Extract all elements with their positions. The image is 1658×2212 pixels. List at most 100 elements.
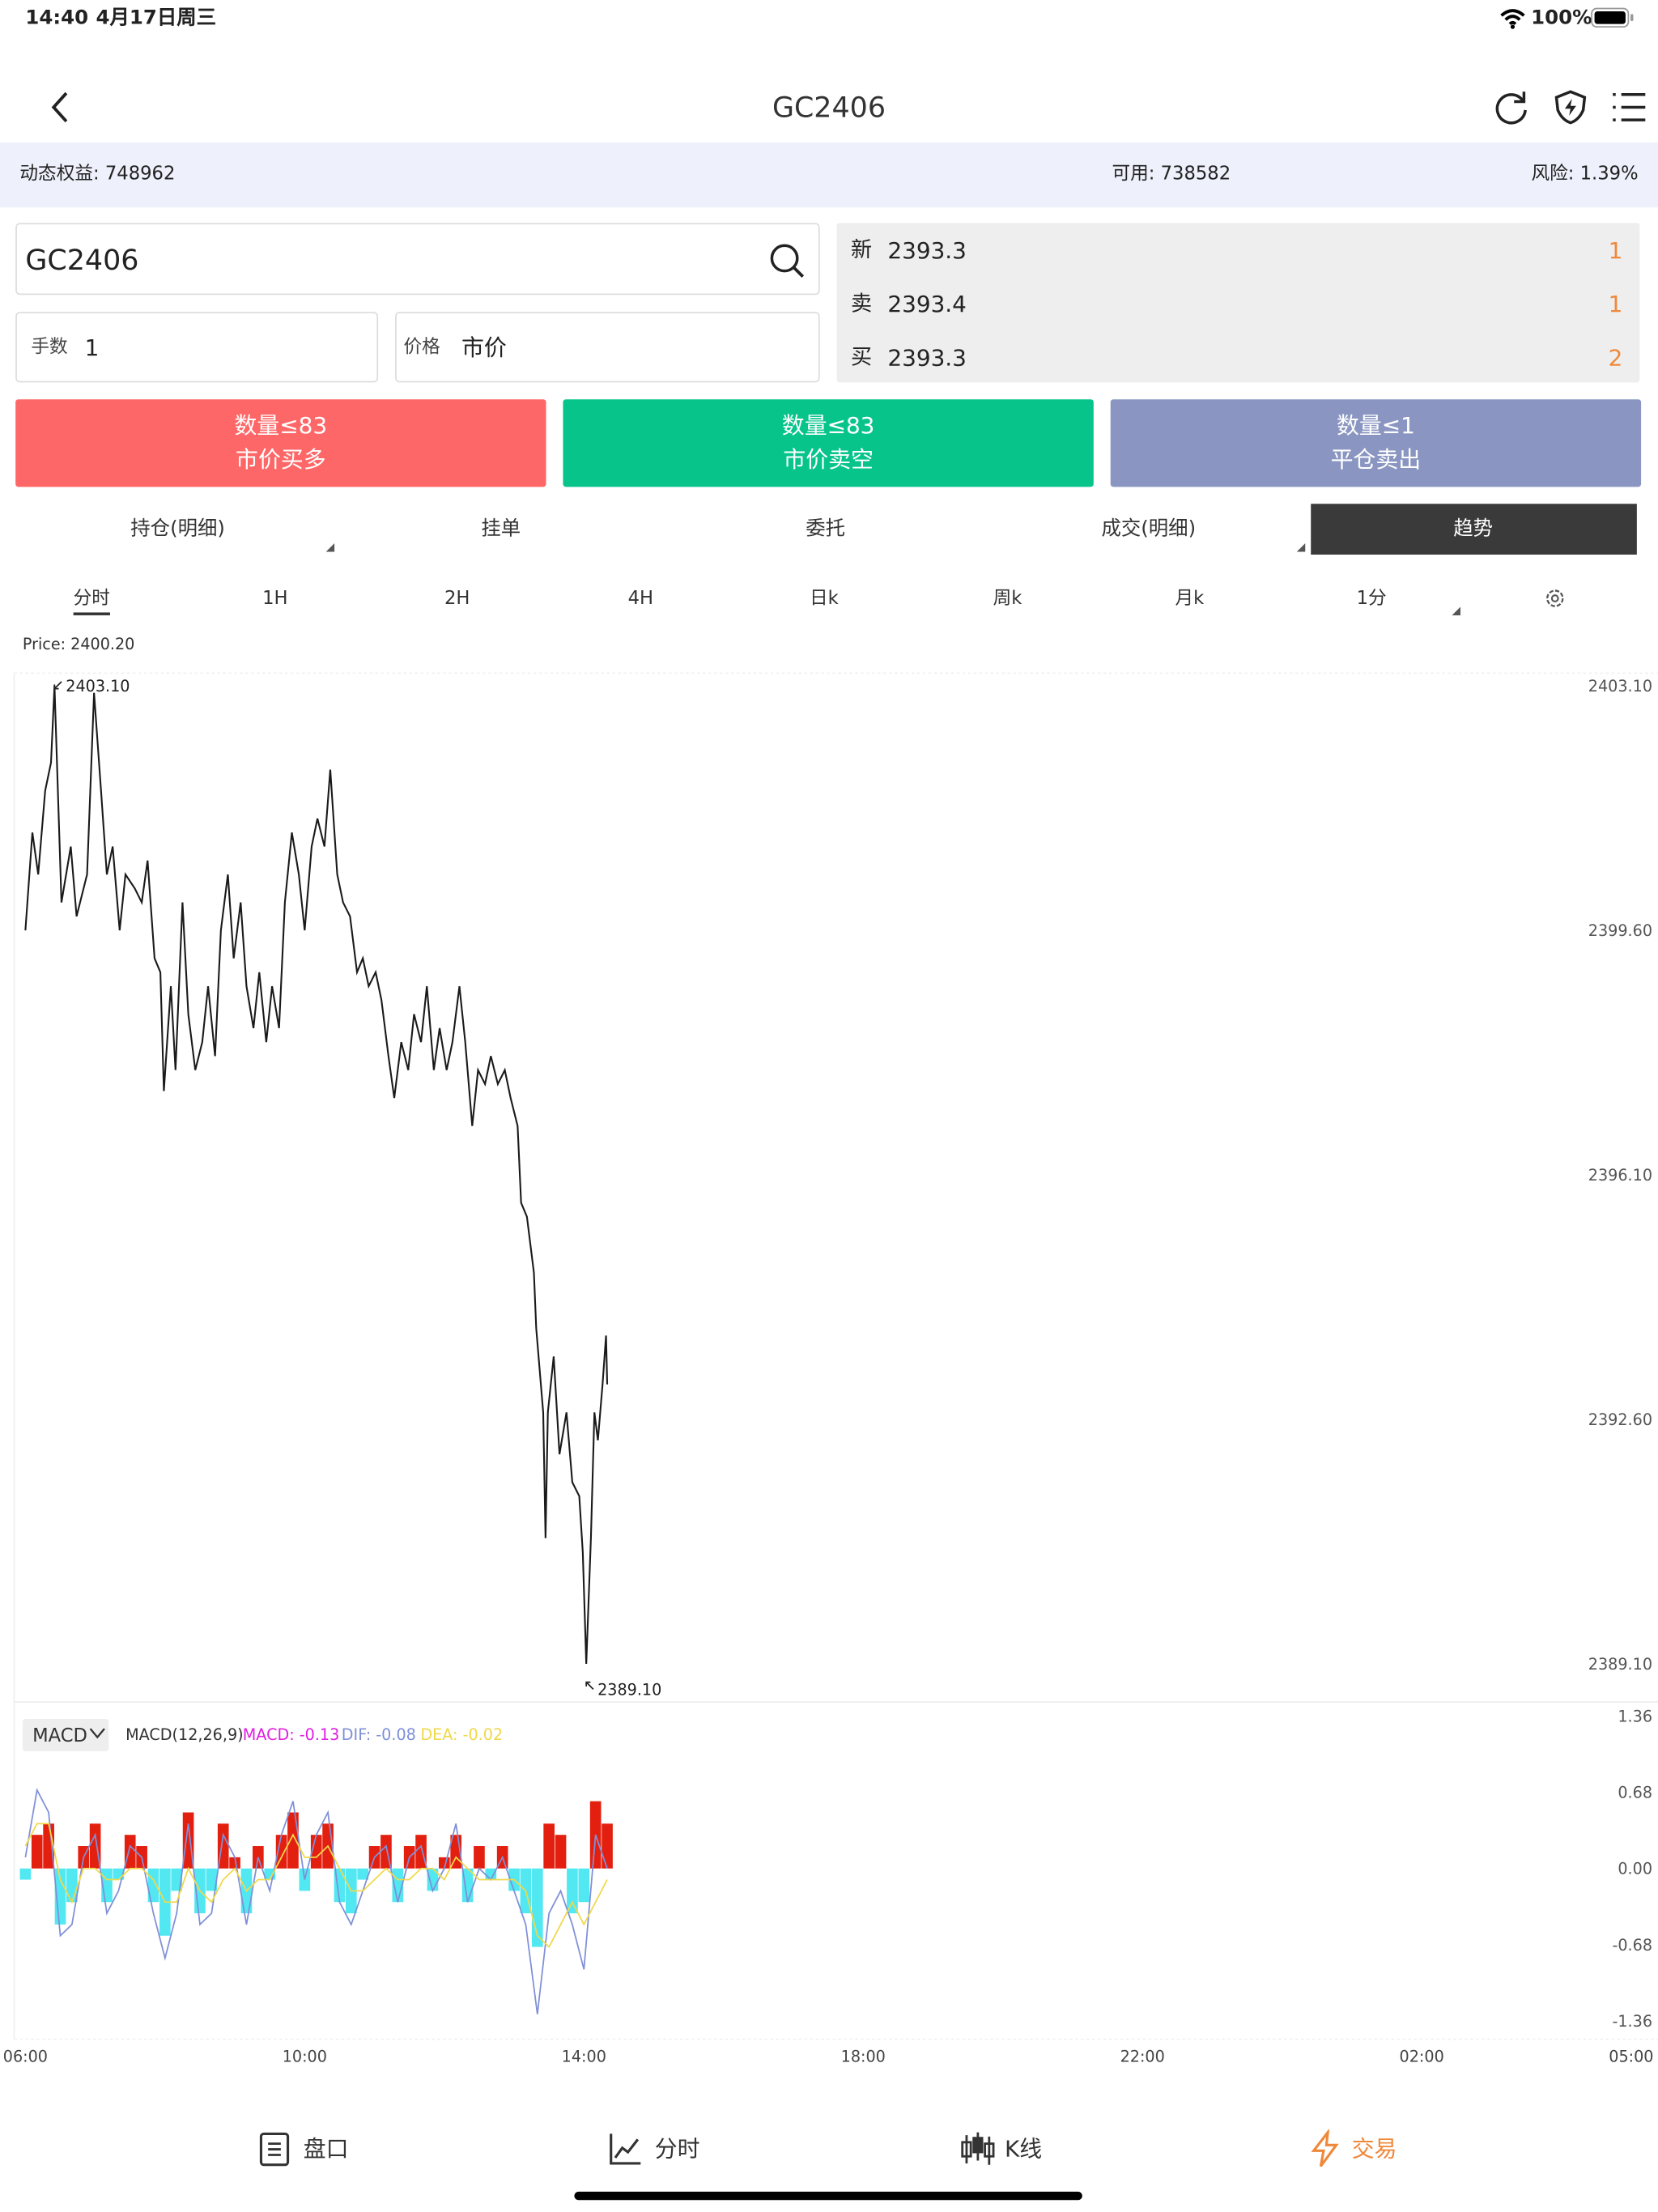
x-tick-label: 06:00 [3,2047,48,2065]
quote-volume: 1 [1608,236,1623,264]
quote-panel [836,223,1640,383]
macd-bar [543,1823,555,1869]
menu-button[interactable] [1610,91,1647,125]
y-tick-label: 2392.60 [1588,1410,1652,1429]
macd-bar [602,1823,613,1869]
quote-price: 2393.3 [887,236,967,264]
account-bar [0,143,1658,208]
nav-item[interactable]: 盘口 [303,2135,349,2163]
legend-entry: DIF: -0.08 [342,1725,416,1744]
shield-button[interactable] [1552,89,1588,125]
period[interactable]: 1H [262,588,288,610]
nav-item[interactable]: K线 [1005,2135,1043,2163]
y-tick-label: -1.36 [1612,2012,1652,2031]
y-tick-label: 0.00 [1618,1860,1652,1878]
price-value: 市价 [461,334,507,362]
y-tick-label: 2399.60 [1588,921,1652,940]
x-tick-label: 10:00 [283,2047,327,2065]
available: 可用: 738582 [1112,164,1231,185]
x-tick-label: 02:00 [1400,2047,1444,2065]
quote-label: 新 [851,236,873,263]
tab[interactable]: 持仓(明细) [130,517,225,541]
macd-bar [275,1835,287,1869]
quote-price: 2393.4 [887,291,967,318]
indicator-params: MACD(12,26,9) [125,1725,243,1744]
lots-value: 1 [84,334,100,362]
y-tick-label: 0.68 [1618,1784,1652,1802]
button-label: 平仓卖出 [1330,445,1422,473]
button-label: 市价买多 [236,445,326,473]
macd-bar [206,1868,218,1891]
x-tick-label: 05:00 [1609,2047,1653,2065]
period[interactable]: 周k [993,588,1022,610]
period[interactable]: 月k [1175,588,1205,610]
y-tick-label: -0.68 [1612,1936,1652,1955]
y-tick-label: 2396.10 [1588,1166,1652,1185]
close-button[interactable]: 数量≤1 平仓卖出 [1110,399,1642,487]
nav-icon [610,2133,641,2165]
tab[interactable]: 趋势 [1453,517,1494,541]
macd-bar [474,1846,485,1869]
back-button[interactable] [47,91,75,125]
nav-icon [259,2132,290,2167]
macd-bar [31,1835,43,1869]
macd-bar [578,1868,590,1903]
nav-item[interactable]: 交易 [1351,2135,1397,2163]
crosshair-label: Price: 2400.20 [23,635,135,653]
annotation-label: 2403.10 [66,677,130,696]
quote-volume: 1 [1608,291,1623,318]
macd-bar [555,1835,567,1869]
price-line [24,686,609,1665]
status-time: 14:40 [25,6,89,30]
home-indicator [574,2191,1082,2201]
settings-icon[interactable] [1544,587,1567,610]
quote-label: 买 [851,344,873,370]
macd-bar [124,1835,136,1869]
indicator-select: MACD [32,1725,87,1746]
tab[interactable]: 成交(明细) [1101,517,1197,541]
macd-bar [567,1868,578,1914]
annotation-arrow [53,681,62,690]
nav-item[interactable]: 分时 [654,2135,700,2163]
y-tick-label: 2403.10 [1588,677,1652,696]
x-tick-label: 14:00 [562,2047,606,2065]
sell-button[interactable]: 数量≤83 市价卖空 [563,399,1094,487]
period[interactable]: 分时 [73,588,110,610]
period[interactable]: 2H [444,588,470,610]
refresh-button[interactable] [1493,89,1529,125]
page-title: GC2406 [772,90,886,125]
status-battery: 100% [1531,6,1592,30]
price-input[interactable] [395,312,820,383]
tab[interactable]: 委托 [806,517,846,541]
macd-bar [171,1868,183,1891]
y-tick-label: 2389.10 [1588,1655,1652,1674]
search-icon[interactable] [767,241,807,281]
nav-icon [1311,2129,1339,2167]
macd-bar [485,1868,497,1880]
macd-bar [182,1812,194,1869]
period[interactable]: 1分 [1356,588,1387,610]
price-label: 价格 [403,337,440,359]
nav-icon [961,2132,995,2165]
symbol-input[interactable] [15,223,820,296]
x-tick-label: 18:00 [841,2047,886,2065]
quote-volume: 2 [1608,344,1623,372]
button-label: 市价卖空 [783,445,874,473]
lots-input[interactable] [15,312,379,383]
period[interactable]: 日k [810,588,839,610]
period[interactable]: 4H [627,588,654,610]
buy-button[interactable]: 数量≤83 市价买多 [15,399,546,487]
tab-active-bg [1311,504,1637,555]
legend-entry: MACD: -0.13 [243,1725,340,1744]
legend-entry: DEA: -0.02 [420,1725,503,1744]
y-tick-label: 1.36 [1618,1707,1652,1725]
quote-label: 卖 [851,291,873,317]
annotation-label: 2389.10 [597,1680,661,1699]
lots-label: 手数 [31,337,68,359]
indicator-line [24,1788,608,2014]
macd-bar [357,1868,369,1880]
tab[interactable]: 挂单 [481,517,521,541]
